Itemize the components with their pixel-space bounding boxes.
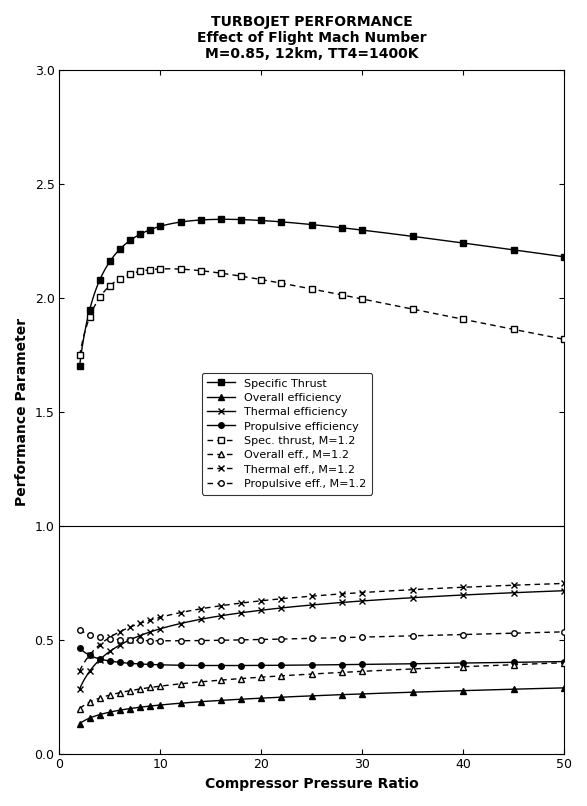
X-axis label: Compressor Pressure Ratio: Compressor Pressure Ratio: [205, 777, 419, 791]
Title: TURBOJET PERFORMANCE
Effect of Flight Mach Number
M=0.85, 12km, TT4=1400K: TURBOJET PERFORMANCE Effect of Flight Ma…: [197, 15, 427, 61]
Y-axis label: Performance Parameter: Performance Parameter: [15, 318, 29, 505]
Legend: Specific Thrust, Overall efficiency, Thermal efficiency, Propulsive efficiency, : Specific Thrust, Overall efficiency, The…: [202, 372, 372, 495]
